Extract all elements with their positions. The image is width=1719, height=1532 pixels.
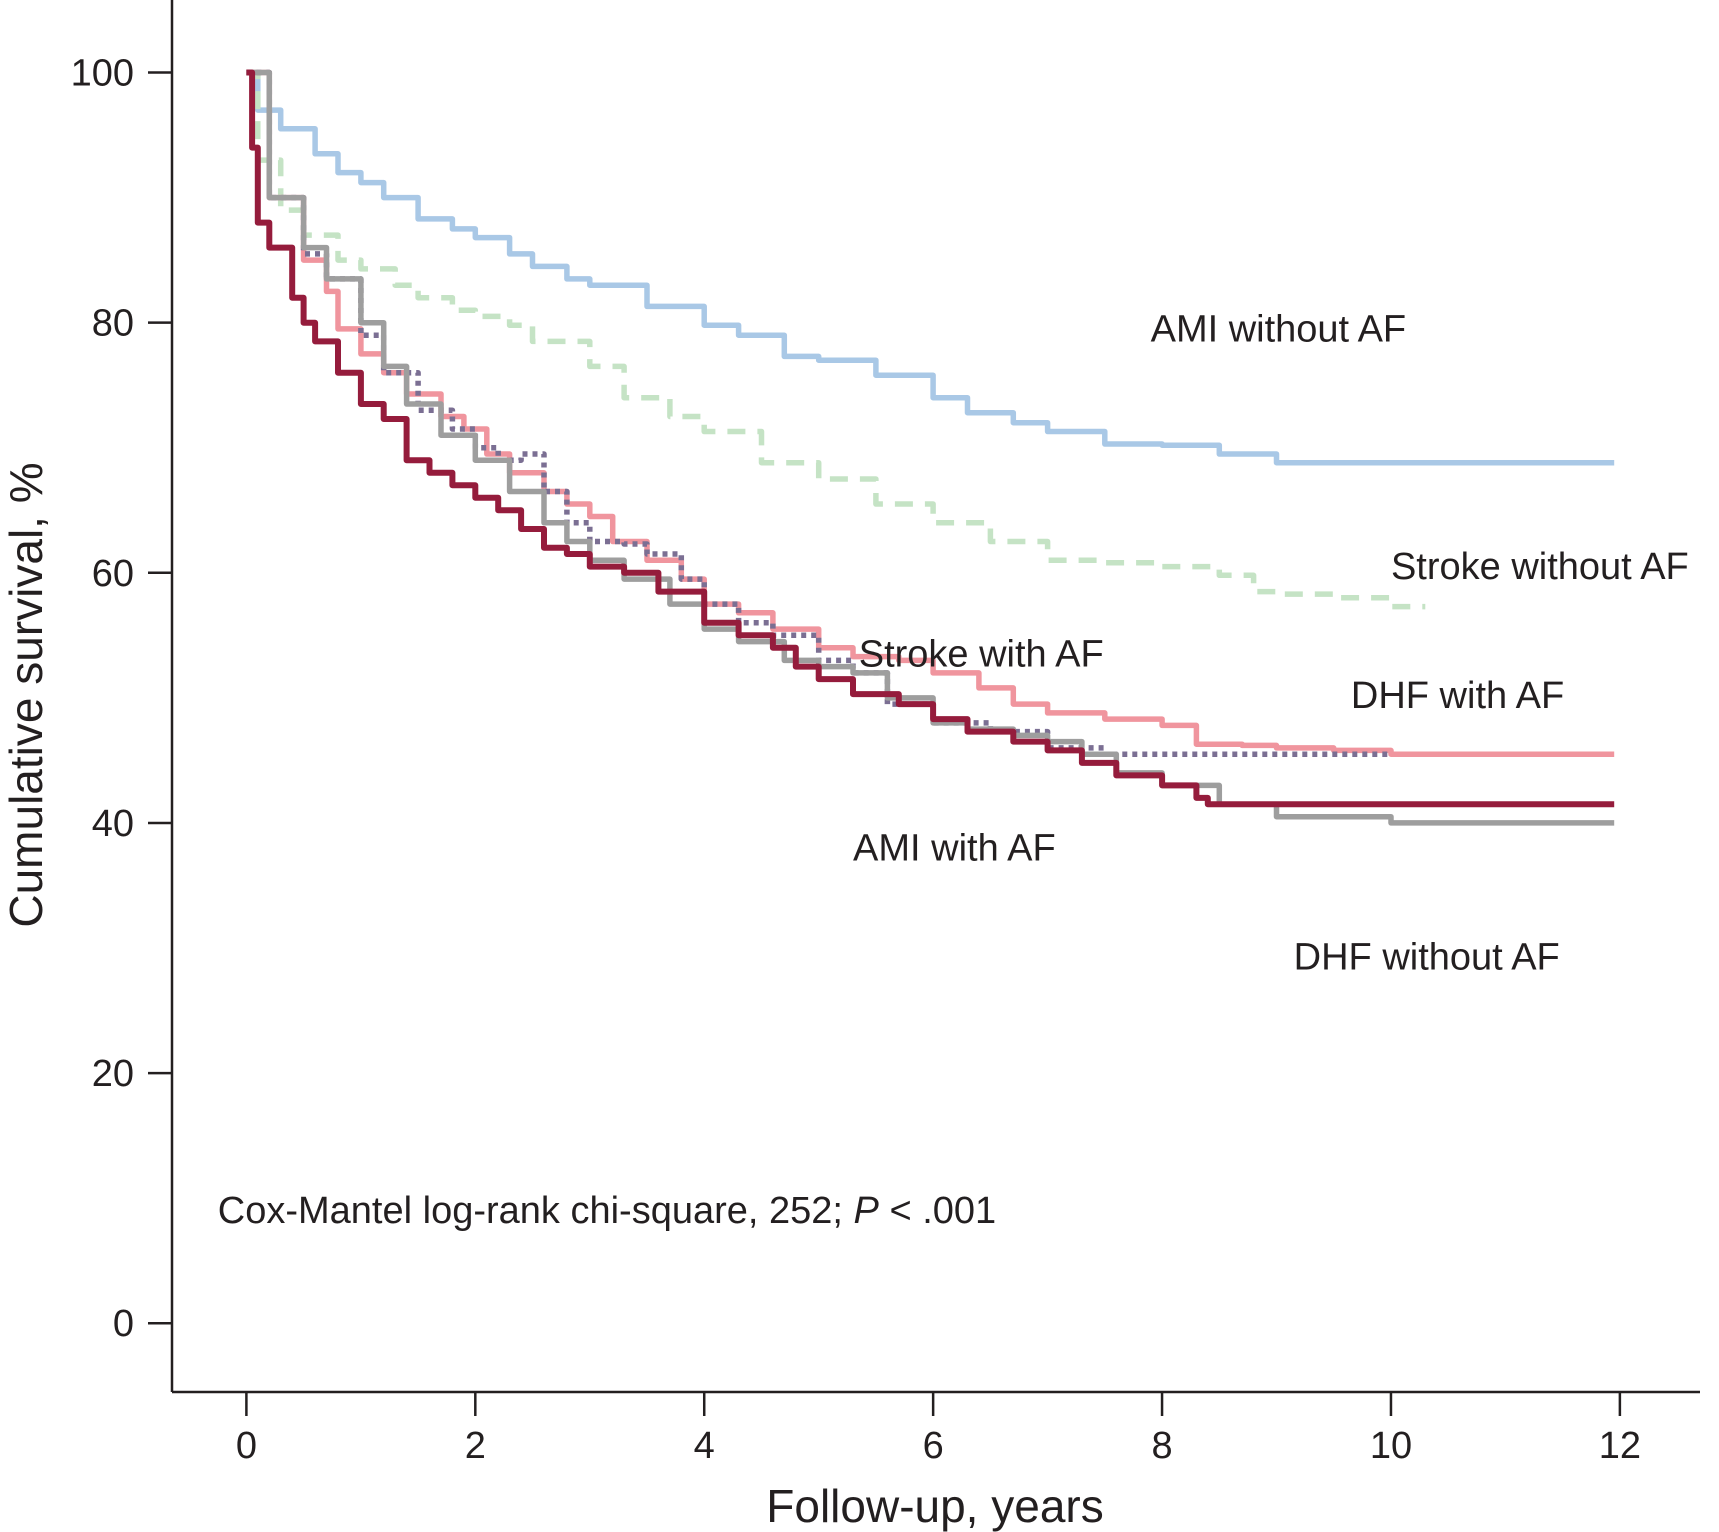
x-ticks: 0 2 4 6 8 10 12 <box>236 1392 1641 1467</box>
x-tick-label: 8 <box>1151 1425 1172 1467</box>
series-line-stroke-with-af <box>246 69 1615 808</box>
y-ticks: 0 20 40 60 80 100 <box>71 53 172 1345</box>
x-tick-label: 10 <box>1370 1425 1412 1467</box>
annotation-text: Cox-Mantel log-rank chi-square, 252; <box>218 1190 854 1232</box>
y-tick-label: 80 <box>92 303 134 345</box>
y-tick-label: 40 <box>92 803 134 845</box>
y-tick-label: 100 <box>71 53 134 95</box>
x-axis-label: Follow-up, years <box>766 1480 1103 1532</box>
series-label-ami-without-af: AMI without AF <box>1151 308 1407 350</box>
y-tick-label: 60 <box>92 553 134 595</box>
series-labels: AMI without AF Stroke without AF DHF with … <box>853 308 1689 978</box>
y-tick-label: 0 <box>113 1303 134 1345</box>
x-tick-label: 2 <box>465 1425 486 1467</box>
x-tick-label: 6 <box>923 1425 944 1467</box>
annotation-p: P <box>854 1190 880 1232</box>
x-tick-label: 0 <box>236 1425 257 1467</box>
series-label-stroke-with-af: Stroke with AF <box>859 634 1104 676</box>
series-label-stroke-without-af: Stroke without AF <box>1391 546 1689 588</box>
log-rank-annotation: Cox-Mantel log-rank chi-square, 252; P <… <box>218 1190 996 1232</box>
series-line-stroke-without-af <box>246 69 1426 610</box>
series-label-dhf-without-af: DHF without AF <box>1294 936 1560 978</box>
series-line-ami-without-af <box>246 69 1615 466</box>
axes: 0 20 40 60 80 100 0 2 4 6 8 10 12 <box>71 0 1700 1467</box>
series-label-ami-with-af: AMI with AF <box>853 827 1056 869</box>
series-line-ami-with-af <box>246 69 1391 757</box>
y-tick-label: 20 <box>92 1053 134 1095</box>
series-lines <box>246 69 1615 826</box>
annotation-tail: < .001 <box>879 1190 996 1232</box>
x-tick-label: 12 <box>1599 1425 1641 1467</box>
x-tick-label: 4 <box>694 1425 715 1467</box>
y-axis-label: Cumulative survival, % <box>0 462 52 927</box>
series-label-dhf-with-af: DHF with AF <box>1351 675 1564 717</box>
